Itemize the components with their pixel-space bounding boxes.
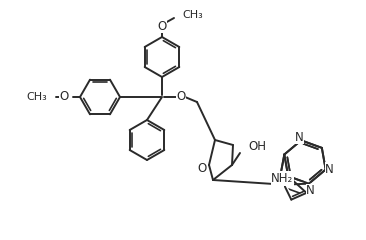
Text: N: N [295, 131, 303, 144]
Text: N: N [325, 163, 334, 176]
Text: O: O [60, 90, 69, 103]
Text: NH₂: NH₂ [271, 172, 294, 185]
Text: N: N [274, 176, 283, 189]
Text: CH₃: CH₃ [182, 10, 203, 20]
Text: OH: OH [248, 140, 266, 154]
Text: CH₃: CH₃ [26, 92, 47, 102]
Text: N: N [306, 184, 315, 197]
Text: O: O [176, 90, 186, 103]
Text: NH₂: NH₂ [271, 172, 294, 185]
Text: O: O [157, 19, 167, 32]
Text: N: N [325, 163, 334, 176]
Text: O: O [197, 162, 207, 174]
Text: N: N [295, 131, 303, 144]
